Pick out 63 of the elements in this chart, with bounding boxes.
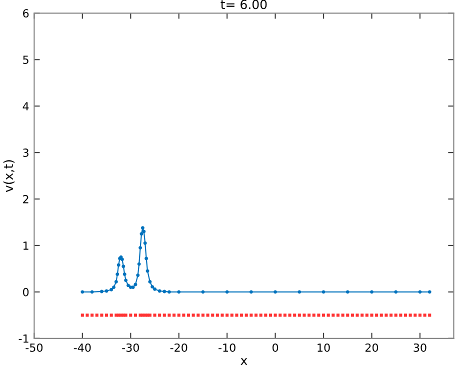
- x-tick-label: -40: [74, 343, 91, 352]
- point: [162, 290, 166, 294]
- point: [138, 246, 142, 250]
- point: [143, 241, 147, 245]
- x-tick-label: -10: [218, 343, 236, 352]
- point: [146, 269, 150, 273]
- point: [428, 290, 432, 294]
- point: [153, 287, 156, 291]
- y-tick-label: 2: [23, 194, 28, 204]
- y-tick-label: -1: [18, 334, 28, 343]
- x-tick-label: 0: [272, 343, 278, 352]
- point: [249, 290, 253, 294]
- point: [177, 290, 181, 294]
- point: [346, 290, 350, 294]
- point: [124, 278, 128, 282]
- point: [167, 290, 171, 294]
- point: [150, 285, 154, 289]
- point: [116, 272, 120, 276]
- x-tick-label: 10: [318, 343, 330, 352]
- y-tick-label: 4: [22, 102, 29, 110]
- point: [158, 289, 162, 293]
- point: [274, 290, 278, 294]
- point: [122, 272, 126, 276]
- point: [144, 256, 148, 260]
- x-tick-label: -20: [170, 343, 188, 352]
- point: [80, 290, 84, 294]
- y-tick-label: 0: [23, 288, 29, 296]
- y-tick-label: 3: [23, 148, 28, 157]
- point: [370, 290, 374, 294]
- point: [140, 232, 144, 236]
- point: [148, 280, 152, 284]
- point: [322, 290, 326, 294]
- point: [100, 290, 104, 294]
- y-tick-label: 6: [23, 9, 29, 18]
- x-tick-label: -30: [122, 343, 139, 352]
- point: [142, 230, 146, 234]
- point: [201, 290, 205, 294]
- point: [136, 273, 140, 277]
- point: [137, 262, 141, 266]
- point: [126, 284, 130, 288]
- x-tick-label: 20: [365, 343, 378, 352]
- point: [116, 263, 120, 267]
- x-tick-label: -50: [26, 343, 43, 352]
- point: [122, 264, 126, 268]
- point: [140, 226, 144, 230]
- y-tick-label: 5: [23, 56, 28, 64]
- x-tick-label: 30: [414, 343, 426, 352]
- point: [114, 280, 118, 284]
- point: [394, 290, 398, 294]
- point: [418, 290, 422, 294]
- y-axis-title: v(x,t): [3, 160, 15, 192]
- point: [134, 282, 138, 286]
- x-axis-title: x: [240, 358, 248, 365]
- point: [110, 288, 114, 292]
- chart-title: t= 6.00: [220, 0, 267, 10]
- point: [298, 290, 302, 294]
- y-tick-label: 1: [23, 242, 28, 250]
- point: [112, 286, 116, 290]
- point: [104, 289, 108, 293]
- point: [90, 290, 94, 294]
- point: [131, 286, 135, 290]
- point: [128, 286, 132, 290]
- point: [225, 290, 229, 294]
